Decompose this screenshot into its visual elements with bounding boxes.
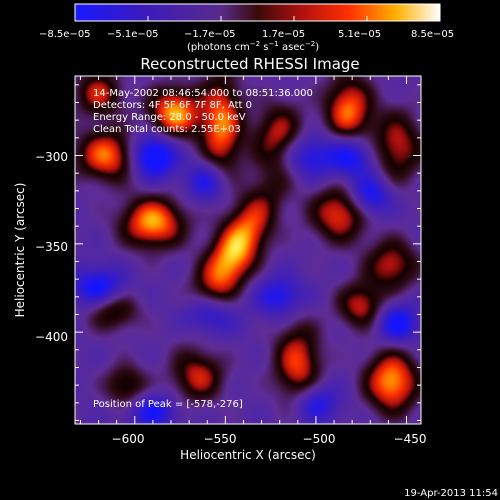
y-tick-label: −350 <box>35 240 68 254</box>
x-tick-label: −600 <box>112 432 145 446</box>
annotation-detectors: Detectors: 4F 5F 6F 7F 8F, Att 0 <box>93 100 252 111</box>
annotation-time-range: 14-May-2002 08:46:54.000 to 08:51:36.000 <box>93 88 313 99</box>
annotation-energy: Energy Range: 28.0 - 50.0 keV <box>93 112 246 123</box>
colorbar <box>74 3 441 22</box>
colorbar-tick-label: −5.1e−05 <box>107 29 159 40</box>
y-tick-label: −400 <box>35 330 68 344</box>
annotation-clean: Clean Total counts: 2.55E+03 <box>93 124 241 135</box>
plot-timestamp: 19-Apr-2013 11:54 <box>404 488 498 499</box>
colorbar-tick-label: 1.7e−05 <box>262 29 305 40</box>
x-tick-label: −500 <box>303 432 336 446</box>
axis-ticks <box>75 76 421 424</box>
y-tick-label: −300 <box>35 150 68 164</box>
colorbar-tick-label: 5.1e−05 <box>338 29 381 40</box>
colorbar-tick-label: 8.5e−05 <box>411 29 454 40</box>
colorbar-ticks <box>74 16 441 21</box>
x-tick-label: −550 <box>204 432 237 446</box>
annotation-peak: Position of Peak = [-578,-276] <box>93 399 243 410</box>
chart-title: Reconstructed RHESSI Image <box>140 55 359 73</box>
colorbar-tick-label: −8.5e−05 <box>39 29 91 40</box>
heatmap-image-container <box>75 76 421 424</box>
plot-frame <box>74 75 422 425</box>
x-axis-label: Heliocentric X (arcsec) <box>180 448 316 462</box>
y-axis-label: Heliocentric Y (arcsec) <box>13 183 27 318</box>
heatmap-image <box>75 76 421 424</box>
colorbar-unit: (photons cm−2 s−1 asec−2) <box>187 40 319 53</box>
colorbar-tick-label: −1.7e−05 <box>184 29 236 40</box>
x-tick-label: −450 <box>394 432 427 446</box>
